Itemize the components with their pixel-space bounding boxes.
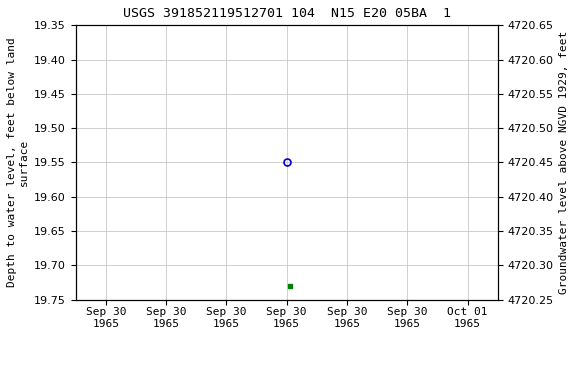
Title: USGS 391852119512701 104  N15 E20 05BA  1: USGS 391852119512701 104 N15 E20 05BA 1 <box>123 7 450 20</box>
Y-axis label: Depth to water level, feet below land
surface: Depth to water level, feet below land su… <box>7 38 29 287</box>
Y-axis label: Groundwater level above NGVD 1929, feet: Groundwater level above NGVD 1929, feet <box>559 31 569 294</box>
